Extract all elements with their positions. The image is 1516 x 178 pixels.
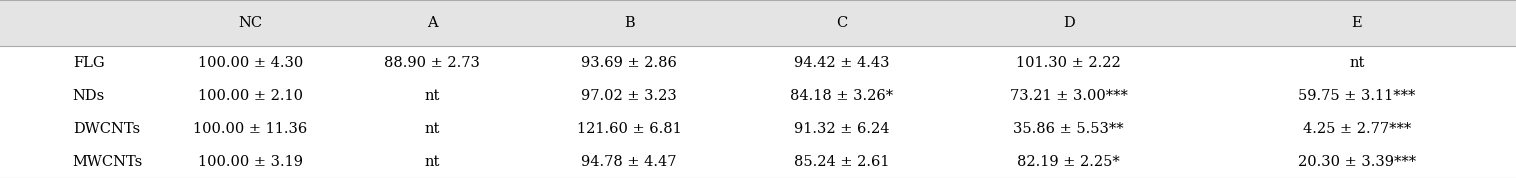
Text: 59.75 ± 3.11***: 59.75 ± 3.11*** [1298, 89, 1416, 103]
Text: C: C [835, 16, 847, 30]
Text: FLG: FLG [73, 56, 105, 70]
Text: 93.69 ± 2.86: 93.69 ± 2.86 [581, 56, 678, 70]
Text: DWCNTs: DWCNTs [73, 122, 139, 136]
Text: NC: NC [238, 16, 262, 30]
Text: 100.00 ± 3.19: 100.00 ± 3.19 [197, 155, 303, 169]
Text: 100.00 ± 4.30: 100.00 ± 4.30 [197, 56, 303, 70]
Text: B: B [623, 16, 635, 30]
Text: 94.78 ± 4.47: 94.78 ± 4.47 [582, 155, 676, 169]
Text: nt: nt [1349, 56, 1364, 70]
Text: 82.19 ± 2.25*: 82.19 ± 2.25* [1017, 155, 1120, 169]
Text: E: E [1351, 16, 1363, 30]
Text: 100.00 ± 11.36: 100.00 ± 11.36 [193, 122, 308, 136]
Text: 88.90 ± 2.73: 88.90 ± 2.73 [384, 56, 481, 70]
Text: nt: nt [424, 122, 440, 136]
Text: nt: nt [424, 155, 440, 169]
Text: 101.30 ± 2.22: 101.30 ± 2.22 [1016, 56, 1122, 70]
Text: 20.30 ± 3.39***: 20.30 ± 3.39*** [1298, 155, 1416, 169]
Bar [0, 0, 1516, 46]
Text: MWCNTs: MWCNTs [73, 155, 143, 169]
Text: 97.02 ± 3.23: 97.02 ± 3.23 [581, 89, 678, 103]
Text: 84.18 ± 3.26*: 84.18 ± 3.26* [790, 89, 893, 103]
Text: 121.60 ± 6.81: 121.60 ± 6.81 [576, 122, 682, 136]
Text: 4.25 ± 2.77***: 4.25 ± 2.77*** [1302, 122, 1411, 136]
Text: NDs: NDs [73, 89, 105, 103]
Text: 73.21 ± 3.00***: 73.21 ± 3.00*** [1010, 89, 1128, 103]
Text: A: A [426, 16, 438, 30]
Text: 85.24 ± 2.61: 85.24 ± 2.61 [794, 155, 888, 169]
Text: nt: nt [424, 89, 440, 103]
Text: 94.42 ± 4.43: 94.42 ± 4.43 [794, 56, 888, 70]
Text: 35.86 ± 5.53**: 35.86 ± 5.53** [1014, 122, 1123, 136]
Text: 100.00 ± 2.10: 100.00 ± 2.10 [197, 89, 303, 103]
Text: D: D [1063, 16, 1075, 30]
Text: 91.32 ± 6.24: 91.32 ± 6.24 [794, 122, 888, 136]
